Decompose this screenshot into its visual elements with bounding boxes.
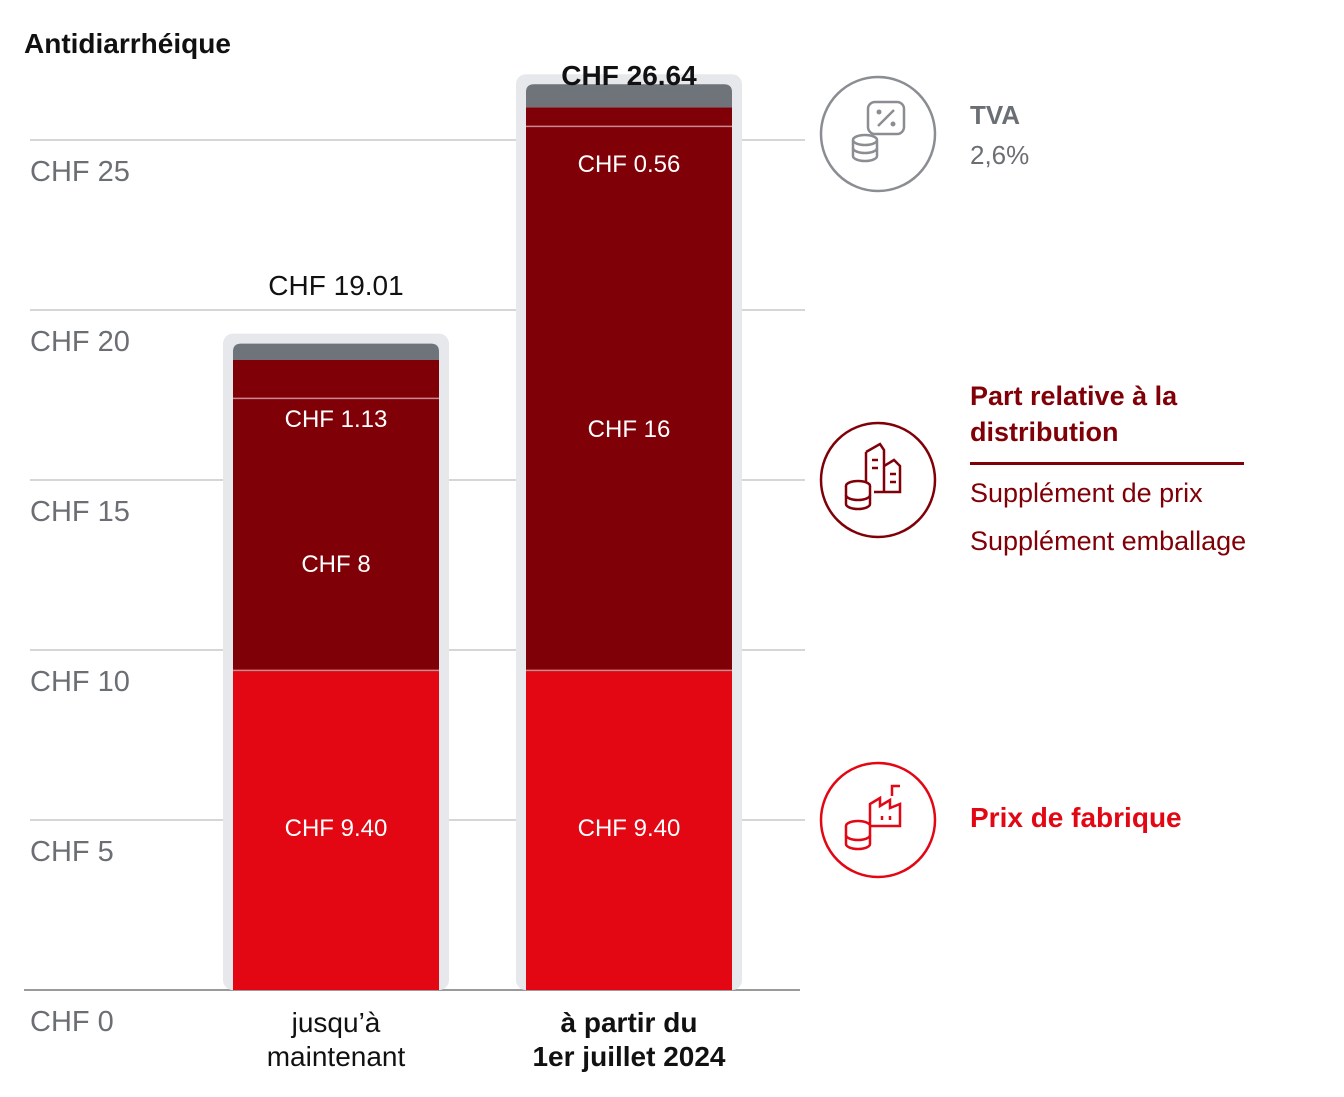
- x-category-label: à partir du 1er juillet 2024: [489, 1006, 769, 1074]
- bar-segment: [233, 670, 439, 990]
- bar-segment: [233, 398, 439, 671]
- bar-total-label: CHF 19.01: [268, 270, 404, 301]
- y-tick-label: CHF 0: [30, 1006, 114, 1038]
- legend-distribution-item: Supplément de prix: [970, 478, 1203, 508]
- chart-title: Antidiarrhéique: [24, 28, 231, 59]
- x-category-label: jusqu’à maintenant: [196, 1006, 476, 1074]
- legend-tva-value: 2,6%: [970, 140, 1030, 170]
- legend-distribution-title: Part relative à la distribution: [970, 381, 1178, 447]
- x-category-line: maintenant: [266, 1041, 406, 1072]
- legend-tva-title: TVA: [970, 100, 1021, 130]
- segment-label: CHF 8: [301, 551, 371, 578]
- legend-distribution-item: Supplément emballage: [970, 526, 1247, 556]
- segment-label: CHF 1.13: [284, 406, 388, 433]
- x-category-line: à partir du: [560, 1007, 698, 1038]
- bar-segment: [526, 670, 732, 990]
- y-tick-label: CHF 20: [30, 326, 130, 358]
- bar-total-label: CHF 26.64: [561, 60, 697, 91]
- city-coins-icon: [819, 421, 937, 539]
- bar-segment: [233, 343, 439, 360]
- segment-label: CHF 9.40: [284, 815, 388, 842]
- bar-segment: [526, 126, 732, 671]
- y-tick-label: CHF 25: [30, 156, 130, 188]
- x-category-line: jusqu’à: [291, 1007, 381, 1038]
- legend-fabrique-title: Prix de fabrique: [970, 802, 1182, 833]
- y-tick-label: CHF 5: [30, 836, 114, 868]
- segment-label: CHF 9.40: [577, 815, 681, 842]
- bar-segment: [526, 84, 732, 108]
- y-tick-label: CHF 10: [30, 666, 130, 698]
- segment-label: CHF 0.56: [577, 151, 681, 178]
- bar-segment: [233, 359, 439, 399]
- x-category-line: 1er juillet 2024: [532, 1041, 726, 1072]
- bar-segment: [526, 107, 732, 127]
- tax-coin-icon: [819, 75, 937, 193]
- legend-divider: [970, 462, 1244, 465]
- segment-label: CHF 16: [587, 416, 671, 443]
- y-tick-label: CHF 15: [30, 496, 130, 528]
- factory-coins-icon: [819, 761, 937, 879]
